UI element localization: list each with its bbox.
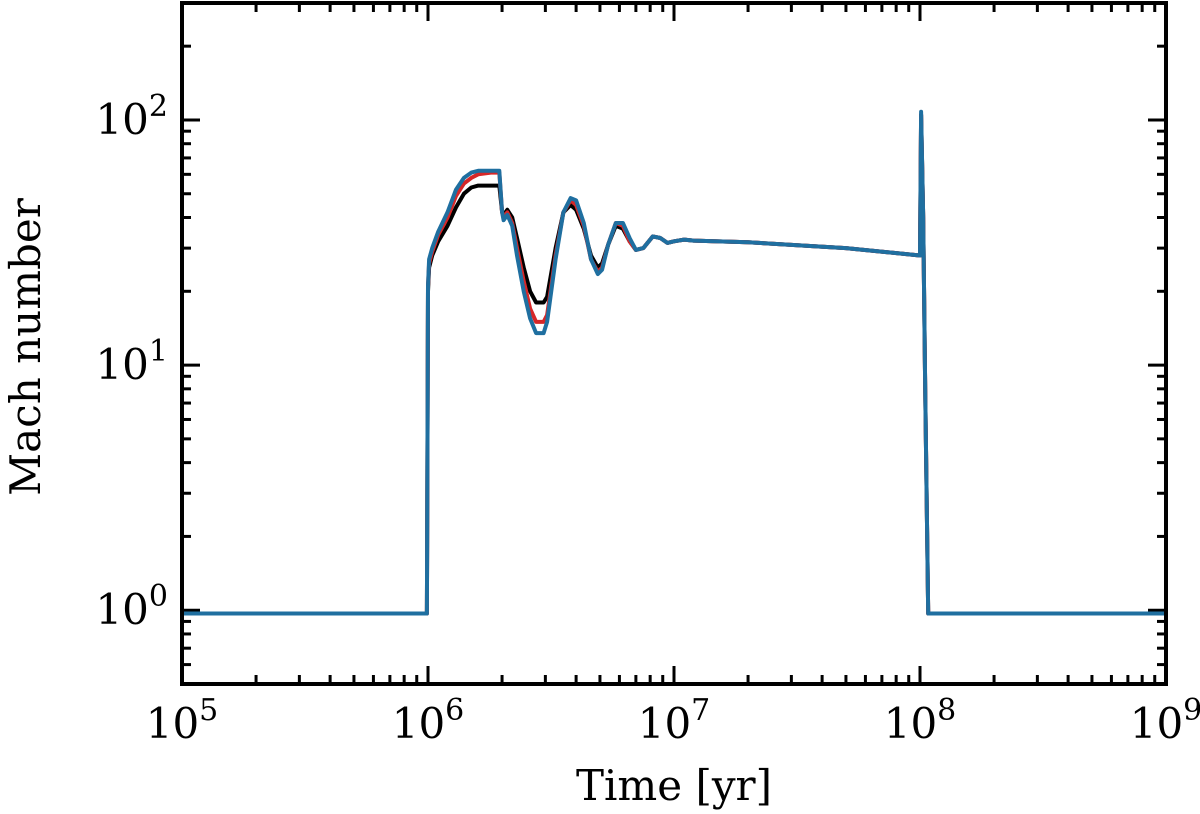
x-tick-label: 109 bbox=[1130, 693, 1200, 748]
x-axis-label: Time [yr] bbox=[576, 761, 772, 810]
x-tick-label: 106 bbox=[392, 693, 465, 748]
x-tick-label: 108 bbox=[884, 693, 957, 748]
axis-ticks bbox=[180, 1, 1168, 686]
y-tick-label: 100 bbox=[95, 579, 168, 634]
x-tick-label: 105 bbox=[146, 693, 219, 748]
series-lines bbox=[182, 109, 1166, 616]
y-tick-label: 101 bbox=[95, 334, 168, 389]
y-axis-label: Mach number bbox=[1, 197, 50, 496]
series-line bbox=[182, 109, 1166, 616]
y-tick-label: 102 bbox=[95, 89, 168, 144]
plot-frame bbox=[180, 1, 1168, 686]
tick-labels: 105 106 107 108 109 100 101 102 bbox=[95, 89, 1200, 748]
x-tick-label: 107 bbox=[638, 693, 711, 748]
series-line bbox=[182, 112, 1166, 616]
series-line bbox=[182, 112, 1166, 616]
